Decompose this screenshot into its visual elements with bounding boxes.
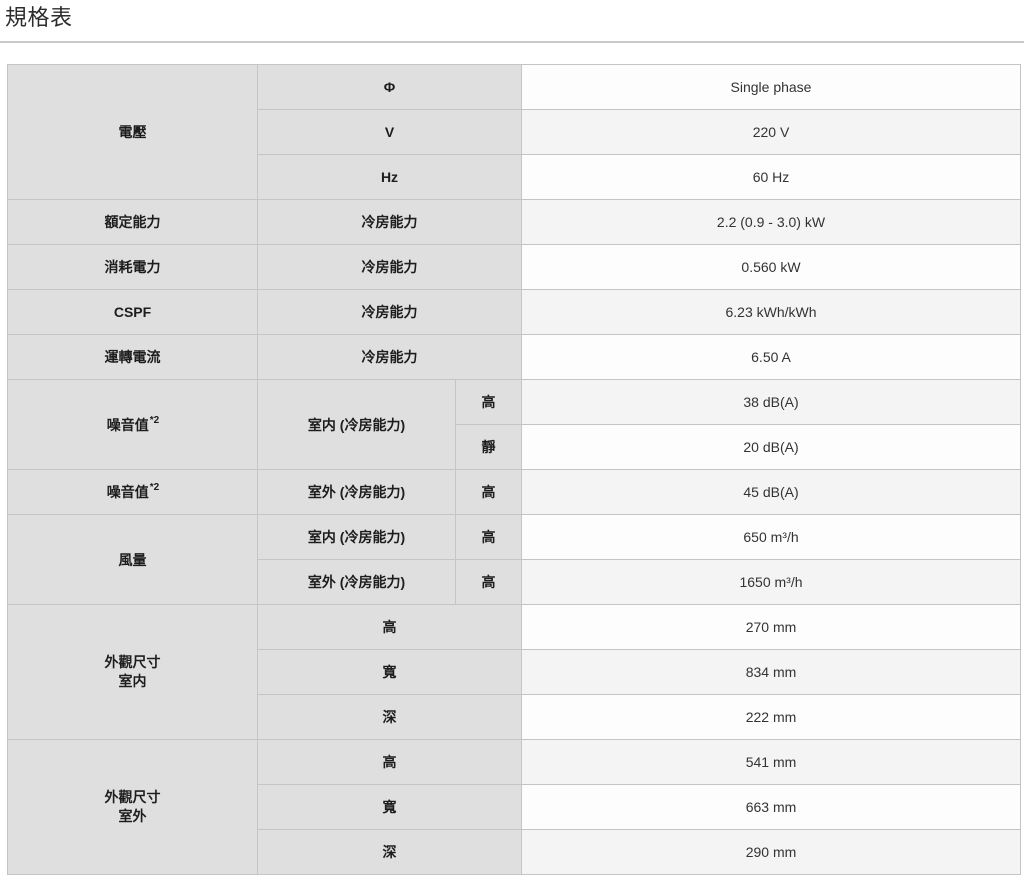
table-row: 噪音值*2 室外 (冷房能力) 高 45 dB(A) — [7, 469, 1021, 515]
spec-table: 電壓 Φ Single phase V 220 V Hz 60 Hz 額定能力 … — [7, 64, 1021, 875]
table-row: V 220 V — [8, 109, 1021, 155]
spec-cell-param: 冷房能力 — [257, 334, 522, 380]
spec-cell-label: 運轉電流 — [7, 334, 258, 380]
spec-cell-mode: 靜 — [455, 424, 522, 470]
spec-cell-label: 額定能力 — [7, 199, 258, 245]
table-row: 外觀尺寸室内 高 270 mm — [7, 604, 1021, 740]
table-row: 深 222 mm — [8, 694, 1021, 740]
spec-cell-value: 0.560 kW — [521, 244, 1021, 290]
spec-cell-param: 室外 (冷房能力) — [257, 469, 456, 515]
table-row: 噪音值*2 室内 (冷房能力) 高 38 dB(A) — [7, 379, 1021, 470]
noise-label: 噪音值 — [106, 484, 149, 500]
spec-cell-param: 室内 (冷房能力) — [257, 379, 456, 470]
noise-label: 噪音值 — [106, 416, 149, 433]
spec-cell-value: 650 m³/h — [521, 514, 1021, 560]
spec-cell-param: 深 — [257, 829, 522, 875]
spec-cell-param: Φ — [257, 64, 522, 110]
spec-cell-param: 室内 (冷房能力) — [257, 514, 456, 560]
spec-cell-value: Single phase — [521, 64, 1021, 110]
table-row: 消耗電力 冷房能力 0.560 kW — [7, 244, 1021, 290]
spec-cell-label: 風量 — [7, 514, 258, 605]
table-row: 靜 20 dB(A) — [8, 424, 1021, 470]
spec-cell-label: 噪音值*2 — [7, 379, 258, 470]
spec-cell-value: 290 mm — [521, 829, 1021, 875]
spec-cell-label: CSPF — [7, 289, 258, 335]
spec-cell-value: 270 mm — [521, 604, 1021, 650]
spec-cell-value: 45 dB(A) — [521, 469, 1021, 515]
table-row: 外觀尺寸室外 高 541 mm — [7, 739, 1021, 875]
spec-cell-param: 高 — [257, 739, 522, 785]
spec-cell-label: 外觀尺寸 室外 — [7, 739, 258, 875]
spec-cell-value: 663 mm — [521, 784, 1021, 830]
page-title: 規格表 — [5, 5, 73, 30]
spec-cell-value: 60 Hz — [521, 154, 1021, 200]
dimension-label-line1: 外觀尺寸 — [104, 654, 161, 670]
spec-cell-value: 38 dB(A) — [521, 379, 1021, 425]
spec-cell-value: 2.2 (0.9 - 3.0) kW — [521, 199, 1021, 245]
table-row: 深 290 mm — [8, 829, 1021, 875]
dimension-label-line2: 室外 — [118, 808, 147, 824]
spec-cell-param: 寬 — [257, 649, 522, 695]
spec-cell-param: 冷房能力 — [257, 244, 522, 290]
spec-cell-value: 541 mm — [521, 739, 1021, 785]
spec-cell-param: 室外 (冷房能力) — [257, 559, 456, 605]
spec-cell-value: 834 mm — [521, 649, 1021, 695]
table-row: 電壓 Φ Single phase — [7, 64, 1021, 200]
spec-cell-param: 高 — [257, 604, 522, 650]
table-row: 風量 室内 (冷房能力) 高 650 m³/h — [7, 514, 1021, 605]
dimension-label-line1: 外觀尺寸 — [104, 789, 161, 805]
spec-cell-param: 冷房能力 — [257, 199, 522, 245]
spec-cell-mode: 高 — [455, 514, 522, 560]
spec-cell-label: 消耗電力 — [7, 244, 258, 290]
spec-cell-label: 電壓 — [7, 64, 258, 200]
spec-cell-value: 6.50 A — [521, 334, 1021, 380]
spec-cell-mode: 高 — [455, 379, 522, 425]
spec-cell-mode: 高 — [455, 559, 522, 605]
spec-cell-param: Hz — [257, 154, 522, 200]
table-row: CSPF 冷房能力 6.23 kWh/kWh — [7, 289, 1021, 335]
spec-cell-label: 外觀尺寸 室内 — [7, 604, 258, 740]
spec-cell-param: 深 — [257, 694, 522, 740]
table-row: 運轉電流 冷房能力 6.50 A — [7, 334, 1021, 380]
spec-cell-value: 1650 m³/h — [521, 559, 1021, 605]
spec-cell-mode: 高 — [455, 469, 522, 515]
spec-cell-value: 20 dB(A) — [521, 424, 1021, 470]
footnote-marker: *2 — [149, 482, 160, 494]
spec-cell-param: 寬 — [257, 784, 522, 830]
spec-cell-value: 220 V — [521, 109, 1021, 155]
spec-cell-value: 6.23 kWh/kWh — [521, 289, 1021, 335]
dimension-label-line2: 室内 — [118, 673, 147, 689]
footnote-marker: *2 — [149, 414, 160, 426]
table-row: 額定能力 冷房能力 2.2 (0.9 - 3.0) kW — [7, 199, 1021, 245]
spec-cell-param: 冷房能力 — [257, 289, 522, 335]
spec-cell-param: V — [257, 109, 522, 155]
spec-cell-label: 噪音值*2 — [7, 469, 258, 515]
title-divider — [0, 41, 1024, 43]
spec-cell-value: 222 mm — [521, 694, 1021, 740]
table-row: Hz 60 Hz — [8, 154, 1021, 200]
